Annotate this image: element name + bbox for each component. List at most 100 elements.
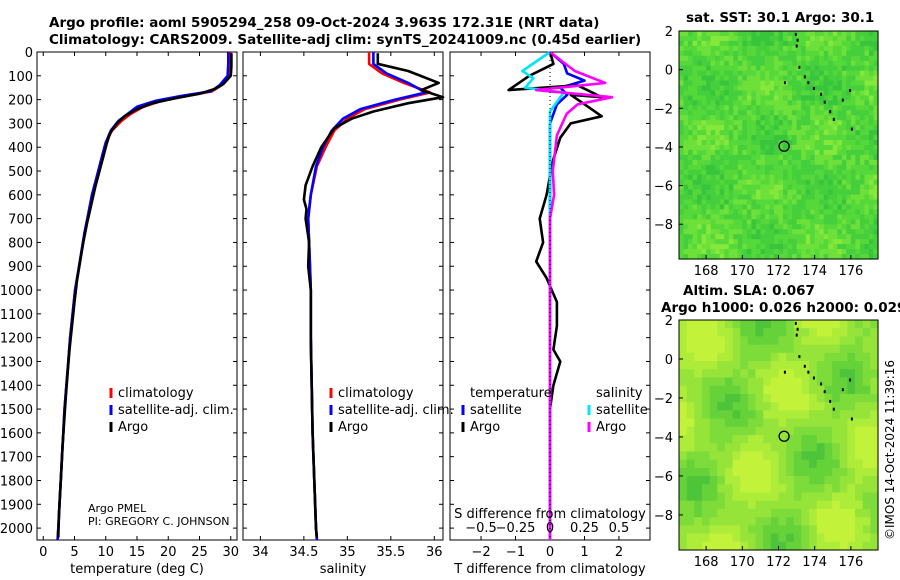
sst_map-heatmap-cell bbox=[719, 110, 725, 116]
sst_map-heatmap-cell bbox=[706, 75, 712, 82]
sst_map-heatmap-cell bbox=[728, 135, 734, 141]
sst_map-heatmap-cell bbox=[801, 90, 807, 97]
sst_map-heatmap-cell bbox=[683, 184, 689, 191]
sla_map-heatmap-cell bbox=[709, 508, 718, 518]
sst_map-heatmap-cell bbox=[837, 120, 843, 126]
sst_map-heatmap-cell bbox=[823, 244, 829, 250]
sst_map-heatmap-cell bbox=[837, 179, 843, 186]
sla_map-heatmap-cell bbox=[832, 361, 841, 370]
sst_map-heatmap-cell bbox=[706, 189, 712, 196]
sst_map-heatmap-cell bbox=[683, 164, 689, 171]
sst_map-heatmap-cell bbox=[796, 105, 802, 111]
sla_map-heatmap-cell bbox=[770, 344, 780, 354]
sst_map-heatmap-cell bbox=[688, 145, 694, 151]
sst_map-heatmap-cell bbox=[855, 85, 861, 92]
sla_map-heatmap-cell bbox=[793, 508, 803, 518]
sst_map-heatmap-cell bbox=[733, 115, 739, 121]
sst_map-heatmap-cell bbox=[764, 55, 771, 62]
sst_map-heatmap-cell bbox=[760, 60, 766, 67]
sst_map-heatmap-cell bbox=[697, 249, 703, 255]
sst_map-heatmap-cell bbox=[742, 60, 748, 67]
sst_map-heatmap-cell bbox=[810, 40, 816, 47]
sst_map-heatmap-cell bbox=[837, 184, 843, 191]
sla_map-heatmap-cell bbox=[679, 426, 688, 436]
sst_map-heatmap-cell bbox=[724, 85, 730, 92]
sst_map-heatmap-cell bbox=[769, 105, 775, 111]
sla_map-heatmap-cell bbox=[786, 476, 795, 485]
sst_map-heatmap-cell bbox=[706, 100, 712, 106]
sla_map-heatmap-cell bbox=[724, 492, 734, 502]
sst_map-heatmap-cell bbox=[868, 135, 875, 141]
sst_map-heatmap-cell bbox=[688, 209, 694, 215]
sst_map-heatmap-cell bbox=[755, 209, 762, 215]
sla_map-heatmap-cell bbox=[770, 484, 780, 494]
sst_map-heatmap-cell bbox=[846, 100, 852, 106]
sla_map-heatmap-cell bbox=[686, 402, 695, 411]
sst_map-heatmap-cell bbox=[746, 31, 752, 37]
sst_map-heatmap-cell bbox=[846, 169, 852, 176]
sst_map-heatmap-cell bbox=[841, 189, 847, 196]
sla_map-heatmap-cell bbox=[824, 476, 833, 485]
sst_map-heatmap-cell bbox=[706, 154, 712, 161]
sla_map-heatmap-cell bbox=[724, 541, 734, 551]
sst_map-heatmap-cell bbox=[868, 65, 875, 72]
sst_map-heatmap-cell bbox=[805, 254, 811, 260]
sla_map-heatmap-cell bbox=[862, 476, 871, 485]
sla_map-heatmap-cell bbox=[732, 320, 741, 329]
sla_map-heatmap-cell bbox=[870, 418, 879, 428]
sla_map-heatmap-cell bbox=[816, 533, 826, 543]
sst_map-heatmap-cell bbox=[719, 254, 725, 260]
sla_map-heatmap-cell bbox=[709, 492, 718, 502]
sst_map-heatmap-cell bbox=[751, 145, 757, 151]
sst_map-heatmap-cell bbox=[778, 70, 784, 77]
sst_map-heatmap-cell bbox=[679, 90, 685, 97]
sla_map-heatmap-cell bbox=[763, 435, 772, 444]
sla_map-heatmap-cell bbox=[793, 467, 803, 477]
sla_map-heatmap-cell bbox=[763, 459, 772, 469]
sst_map-heatmap-cell bbox=[733, 110, 739, 116]
sst_map-heatmap-cell bbox=[706, 35, 712, 42]
sla_map-heatmap-cell bbox=[709, 541, 718, 551]
sst_map-heatmap-cell bbox=[873, 50, 879, 57]
sla_map-heatmap-cell bbox=[847, 393, 856, 403]
sst_map-heatmap-cell bbox=[837, 31, 843, 37]
sla_map-heatmap-cell bbox=[755, 377, 764, 387]
sla_map-heatmap-cell bbox=[747, 393, 757, 403]
sst_map-heatmap-cell bbox=[706, 90, 712, 97]
sst_map-heatmap-cell bbox=[728, 105, 734, 111]
sla_map-heatmap-cell bbox=[786, 525, 795, 535]
sst_map-heatmap-cell bbox=[873, 239, 879, 245]
sst_map-heatmap-cell bbox=[760, 110, 766, 116]
sla_map-heatmap-cell bbox=[847, 410, 856, 420]
sst_map-ytick-label: −4 bbox=[654, 141, 673, 156]
sst_map-heatmap-cell bbox=[715, 31, 721, 37]
sst_map-heatmap-cell bbox=[683, 234, 689, 240]
sst_map-heatmap-cell bbox=[837, 45, 843, 52]
sst_map-heatmap-cell bbox=[801, 50, 807, 57]
sst_map-heatmap-cell bbox=[683, 254, 689, 260]
sst_map-heatmap-cell bbox=[837, 80, 843, 87]
sst_map-heatmap-cell bbox=[706, 174, 712, 181]
sst_map-heatmap-cell bbox=[873, 214, 879, 220]
sst_map-heatmap-cell bbox=[792, 40, 798, 47]
sla_map-heatmap-cell bbox=[778, 369, 787, 379]
sst_map-heatmap-cell bbox=[764, 154, 771, 161]
sst_map-panel bbox=[678, 30, 879, 260]
sla_map-heatmap-cell bbox=[862, 467, 871, 477]
sst_map-heatmap-cell bbox=[832, 219, 838, 225]
sst_map-heatmap-cell bbox=[728, 239, 734, 245]
sst_map-heatmap-cell bbox=[683, 189, 689, 196]
sst_map-heatmap-cell bbox=[773, 244, 780, 250]
sst_map-heatmap-cell bbox=[755, 159, 762, 166]
sst_map-heatmap-cell bbox=[814, 154, 820, 161]
sla_map-heatmap-cell bbox=[732, 418, 741, 428]
sst_map-heatmap-cell bbox=[868, 184, 875, 191]
sla_map-heatmap-cell bbox=[793, 418, 803, 428]
sst_map-heatmap-cell bbox=[841, 60, 847, 67]
sst_map-heatmap-cell bbox=[855, 135, 861, 141]
sst_map-heatmap-cell bbox=[710, 229, 716, 235]
sst_map-heatmap-cell bbox=[769, 229, 775, 235]
sla_map-heatmap-cell bbox=[701, 426, 711, 436]
sst_map-heatmap-cell bbox=[679, 159, 685, 166]
sst_map-heatmap-cell bbox=[683, 159, 689, 166]
